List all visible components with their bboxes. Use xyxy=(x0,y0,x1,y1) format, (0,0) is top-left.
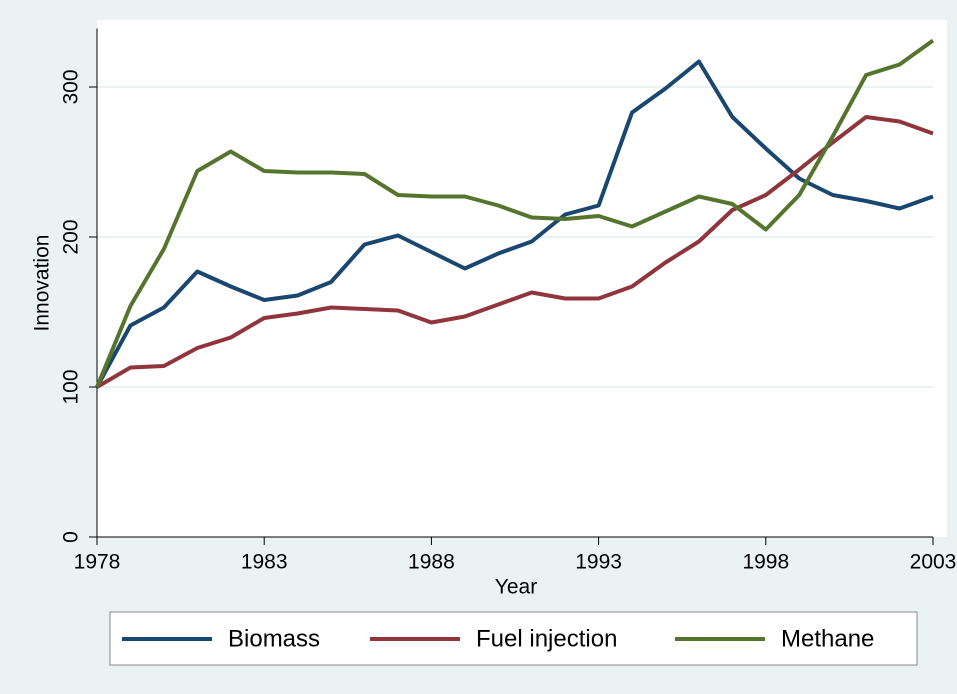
legend-label: Biomass xyxy=(228,625,320,652)
x-tick-label: 1993 xyxy=(575,551,622,574)
x-axis-title: Year xyxy=(495,576,537,599)
x-tick-label: 1983 xyxy=(241,551,288,574)
series-line xyxy=(95,38,935,388)
x-tick-label: 1998 xyxy=(742,551,789,574)
legend-label: Fuel injection xyxy=(476,625,617,652)
y-tick-label: 200 xyxy=(60,219,83,254)
series-line xyxy=(95,115,934,389)
y-tick-label: 300 xyxy=(60,69,83,104)
x-tick-label: 2003 xyxy=(910,551,957,574)
y-tick-label: 0 xyxy=(60,531,83,543)
x-tick-label: 1988 xyxy=(408,551,455,574)
x-tick-label: 1978 xyxy=(74,551,121,574)
y-tick-label: 100 xyxy=(60,369,83,404)
y-axis-title: Innovation xyxy=(31,235,54,332)
plot-area xyxy=(97,20,947,537)
legend-box xyxy=(109,611,918,666)
legend-label: Methane xyxy=(781,625,874,652)
